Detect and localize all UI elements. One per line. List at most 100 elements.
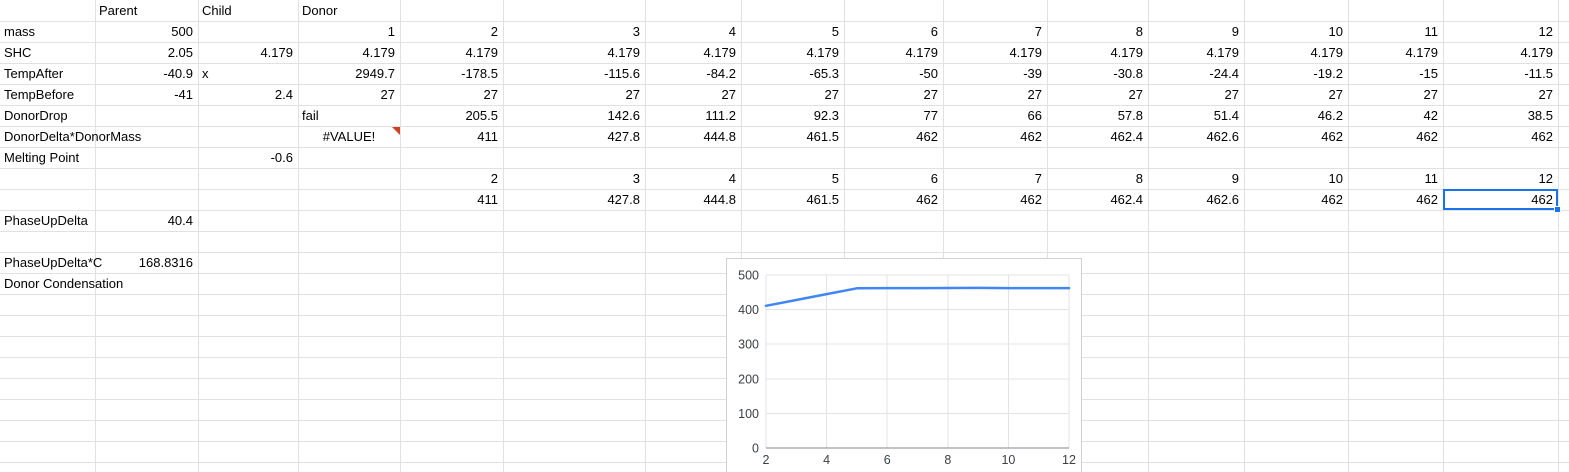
cell-E6[interactable]: 205.5 [465,108,498,123]
cell-M6[interactable]: 46.2 [1317,108,1343,123]
cell-J10[interactable]: 462 [1020,192,1042,207]
cell-I6[interactable]: 77 [923,108,938,123]
cell-G3[interactable]: 4.179 [703,45,736,60]
cell-A3[interactable]: SHC [4,45,32,60]
cell-L7[interactable]: 462.6 [1206,129,1239,144]
cell-E4[interactable]: -178.5 [461,66,498,81]
cell-K5[interactable]: 27 [1128,87,1143,102]
cell-J9[interactable]: 7 [1034,171,1042,186]
cell-J2[interactable]: 7 [1034,24,1042,39]
cell-J3[interactable]: 4.179 [1009,45,1042,60]
cell-A8[interactable]: Melting Point [4,150,80,165]
cell-M2[interactable]: 10 [1328,24,1343,39]
cell-D3[interactable]: 4.179 [362,45,395,60]
cell-H10[interactable]: 461.5 [806,192,839,207]
cell-C1[interactable]: Child [202,3,232,18]
cell-L4[interactable]: -24.4 [1209,66,1239,81]
cell-I9[interactable]: 6 [930,171,938,186]
cell-H2[interactable]: 5 [831,24,839,39]
cell-F10[interactable]: 427.8 [607,192,640,207]
cell-D1[interactable]: Donor [302,3,338,18]
cell-I2[interactable]: 6 [930,24,938,39]
cell-J6[interactable]: 66 [1027,108,1042,123]
cell-M4[interactable]: -19.2 [1313,66,1343,81]
cell-L2[interactable]: 9 [1231,24,1239,39]
cell-N4[interactable]: -15 [1419,66,1438,81]
cell-M7[interactable]: 462 [1321,129,1343,144]
cell-J5[interactable]: 27 [1027,87,1042,102]
cell-B4[interactable]: -40.9 [163,66,193,81]
cell-E9[interactable]: 2 [490,171,498,186]
cell-D7[interactable]: #VALUE! [322,129,376,144]
fill-handle[interactable] [1554,206,1561,213]
cell-C8[interactable]: -0.6 [270,150,293,165]
cell-B1[interactable]: Parent [99,3,138,18]
cell-B13[interactable]: 168.8316 [138,255,193,270]
cell-E10[interactable]: 411 [477,192,498,207]
cell-L6[interactable]: 51.4 [1213,108,1239,123]
cell-G10[interactable]: 444.8 [703,192,736,207]
cell-O3[interactable]: 4.179 [1520,45,1553,60]
cell-J7[interactable]: 462 [1020,129,1042,144]
cell-N9[interactable]: 11 [1424,171,1439,186]
cell-F5[interactable]: 27 [625,87,640,102]
cell-H4[interactable]: -65.3 [809,66,839,81]
embedded-chart[interactable]: 0 100 200 300 400 500 2 4 6 8 10 12 [726,258,1082,472]
cell-B5[interactable]: -41 [174,87,193,102]
cell-H9[interactable]: 5 [831,171,839,186]
cell-N6[interactable]: 42 [1423,108,1438,123]
cell-F3[interactable]: 4.179 [607,45,640,60]
cell-K10[interactable]: 462.4 [1110,192,1143,207]
cell-I3[interactable]: 4.179 [905,45,938,60]
cell-G5[interactable]: 27 [721,87,736,102]
cell-I7[interactable]: 462 [916,129,938,144]
cell-C5[interactable]: 2.4 [274,87,293,102]
cell-N5[interactable]: 27 [1423,87,1438,102]
cell-L5[interactable]: 27 [1224,87,1239,102]
cell-G7[interactable]: 444.8 [703,129,736,144]
cell-D4[interactable]: 2949.7 [355,66,395,81]
active-cell-selection[interactable] [1443,189,1558,210]
cell-O7[interactable]: 462 [1531,129,1553,144]
cell-A2[interactable]: mass [4,24,36,39]
cell-M9[interactable]: 10 [1328,171,1343,186]
cell-G4[interactable]: -84.2 [706,66,736,81]
cell-A13[interactable]: PhaseUpDelta*C [4,255,103,270]
cell-N3[interactable]: 4.179 [1405,45,1438,60]
cell-D5[interactable]: 27 [380,87,395,102]
cell-B11[interactable]: 40.4 [167,213,193,228]
cell-F7[interactable]: 427.8 [607,129,640,144]
cell-M5[interactable]: 27 [1328,87,1343,102]
cell-O4[interactable]: -11.5 [1524,66,1553,81]
cell-E2[interactable]: 2 [490,24,498,39]
note-indicator-icon[interactable] [392,127,400,135]
cell-B3[interactable]: 2.05 [167,45,193,60]
cell-H5[interactable]: 27 [824,87,839,102]
cell-B2[interactable]: 500 [171,24,193,39]
cell-F9[interactable]: 3 [632,171,640,186]
cell-O6[interactable]: 38.5 [1527,108,1553,123]
cell-L9[interactable]: 9 [1231,171,1239,186]
cell-E3[interactable]: 4.179 [465,45,498,60]
cell-K3[interactable]: 4.179 [1110,45,1143,60]
cell-F2[interactable]: 3 [632,24,640,39]
cell-A11[interactable]: PhaseUpDelta [4,213,88,228]
cell-D2[interactable]: 1 [387,24,395,39]
cell-A5[interactable]: TempBefore [4,87,75,102]
cell-A6[interactable]: DonorDrop [4,108,68,123]
cell-K7[interactable]: 462.4 [1110,129,1143,144]
cell-G6[interactable]: 111.2 [705,108,736,123]
cell-E5[interactable]: 27 [483,87,498,102]
cell-D6[interactable]: fail [302,108,319,123]
cell-G9[interactable]: 4 [728,171,736,186]
cell-K4[interactable]: -30.8 [1113,66,1143,81]
cell-E7[interactable]: 411 [477,129,498,144]
cell-A14[interactable]: Donor Condensation [4,276,124,291]
cell-M3[interactable]: 4.179 [1310,45,1343,60]
cell-C4[interactable]: x [202,66,209,81]
cell-N2[interactable]: 11 [1424,24,1439,39]
cell-J4[interactable]: -39 [1023,66,1042,81]
cell-F6[interactable]: 142.6 [607,108,640,123]
cell-F4[interactable]: -115.6 [604,66,640,81]
